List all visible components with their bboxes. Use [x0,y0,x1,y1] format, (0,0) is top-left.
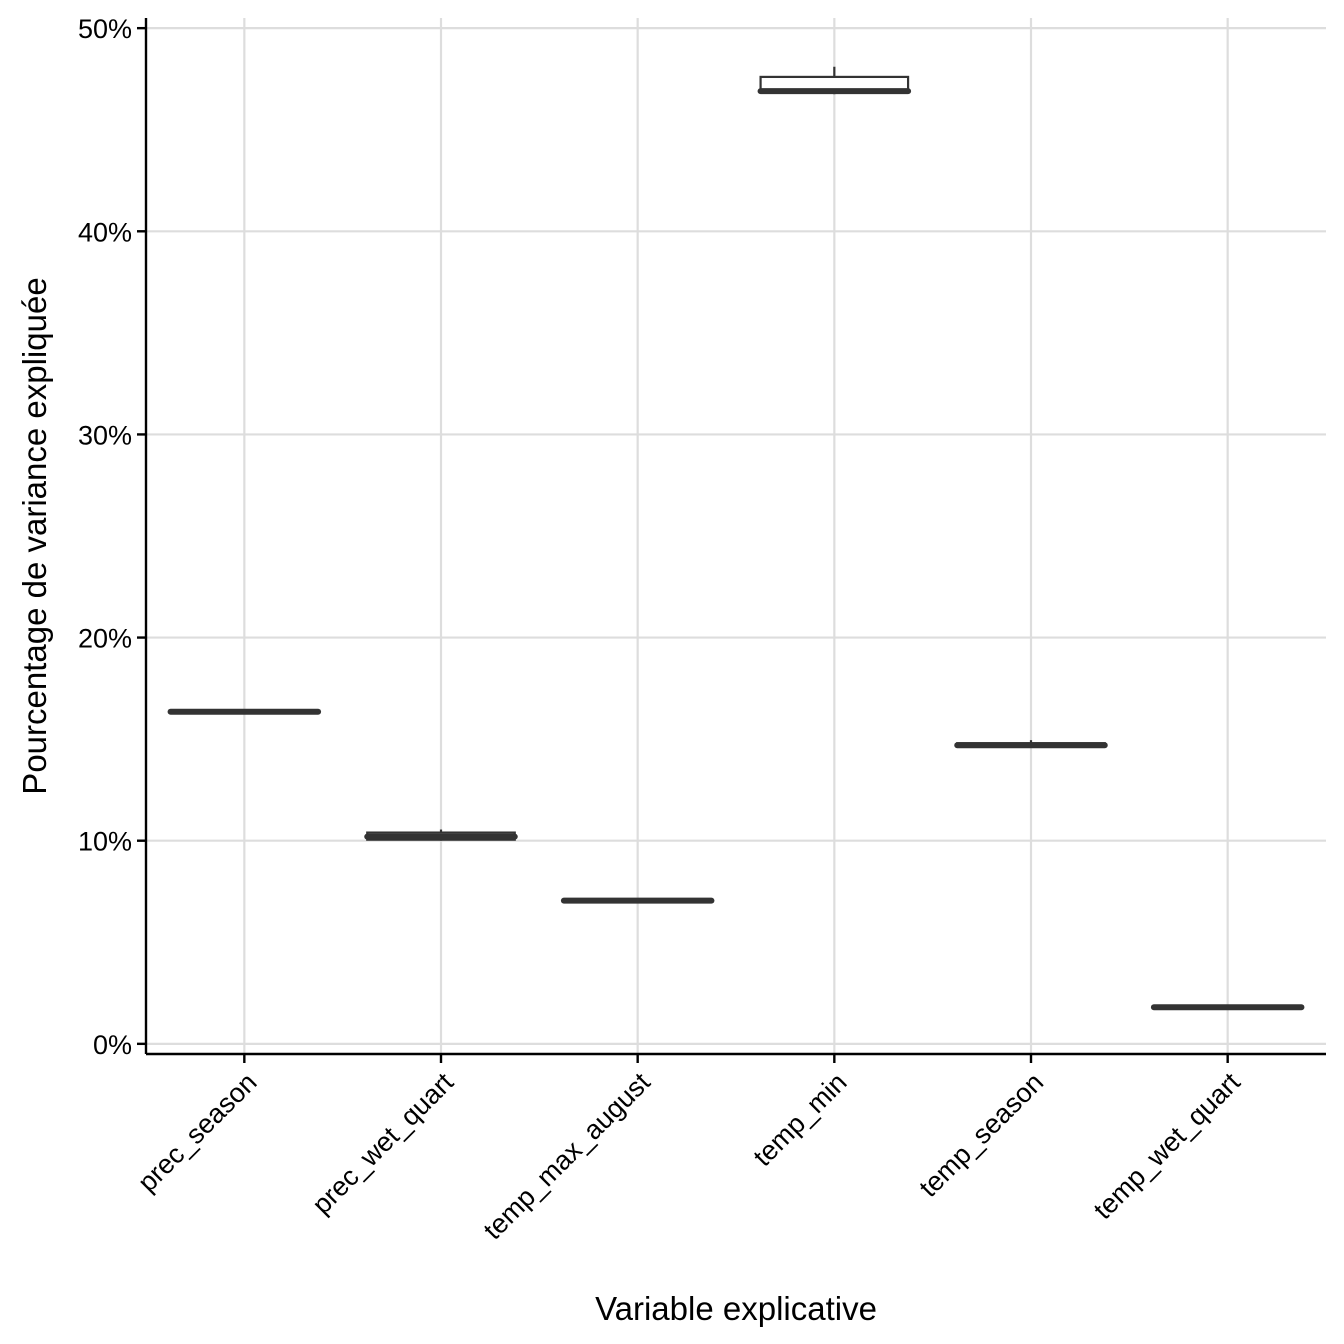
x-tick-label: temp_max_august [478,1067,657,1246]
boxplot-temp_max_august [560,897,715,904]
axes [144,18,1326,1056]
boxplot-temp_wet_quart [1150,1004,1305,1011]
y-tick-label: 30% [78,420,132,450]
x-tick-label: temp_min [748,1067,853,1172]
boxplot-temp_min [757,66,912,95]
x-axis-title: Variable explicative [595,1290,877,1327]
grid-lines [146,18,1326,1054]
x-tick-label: temp_season [913,1067,1049,1203]
y-tick-label: 20% [78,624,132,654]
x-tick-label: prec_wet_quart [306,1067,459,1220]
x-tick-label: temp_wet_quart [1088,1067,1246,1225]
boxplots [167,66,1305,1011]
y-tick-label: 0% [93,1030,132,1060]
y-axis-title: Pourcentage de variance expliquée [16,277,53,794]
y-tick-label: 10% [78,827,132,857]
y-tick-label: 40% [78,217,132,247]
boxplot-temp_season [954,740,1108,749]
y-tick-label: 50% [78,14,132,44]
boxplot-prec_wet_quart [364,829,518,841]
x-ticks: prec_season prec_wet_quart temp_max_august… [132,1054,1246,1245]
x-tick-label: prec_season [132,1067,263,1198]
boxplot-prec_season [167,708,322,715]
y-ticks: 0% 10% 20% 30% 40% 50% [78,14,146,1060]
